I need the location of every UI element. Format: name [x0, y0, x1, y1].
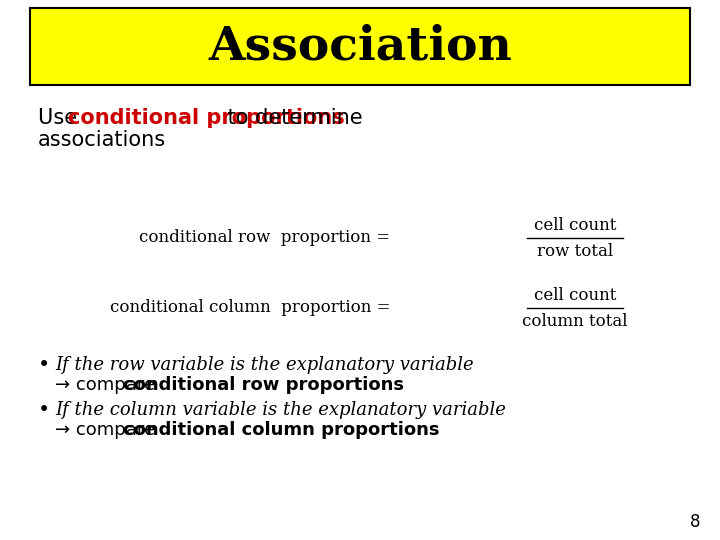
Text: conditional proportions: conditional proportions — [68, 108, 345, 128]
Text: to determine: to determine — [221, 108, 363, 128]
Text: If the column variable is the explanatory variable: If the column variable is the explanator… — [55, 401, 506, 419]
Text: conditional column proportions: conditional column proportions — [123, 421, 439, 439]
Text: •: • — [38, 400, 50, 420]
Text: → compare: → compare — [55, 376, 161, 394]
Text: cell count: cell count — [534, 217, 616, 233]
Text: conditional row proportions: conditional row proportions — [123, 376, 404, 394]
Text: conditional row  proportion =: conditional row proportion = — [139, 230, 390, 246]
Text: If the row variable is the explanatory variable: If the row variable is the explanatory v… — [55, 356, 474, 374]
Text: associations: associations — [38, 130, 166, 150]
Text: •: • — [38, 355, 50, 375]
Text: → compare: → compare — [55, 421, 161, 439]
Text: Association: Association — [208, 24, 512, 70]
Text: row total: row total — [537, 242, 613, 260]
Text: 8: 8 — [690, 513, 700, 531]
Text: conditional column  proportion =: conditional column proportion = — [109, 300, 390, 316]
Text: Use: Use — [38, 108, 84, 128]
Text: cell count: cell count — [534, 287, 616, 303]
Text: column total: column total — [522, 313, 628, 329]
